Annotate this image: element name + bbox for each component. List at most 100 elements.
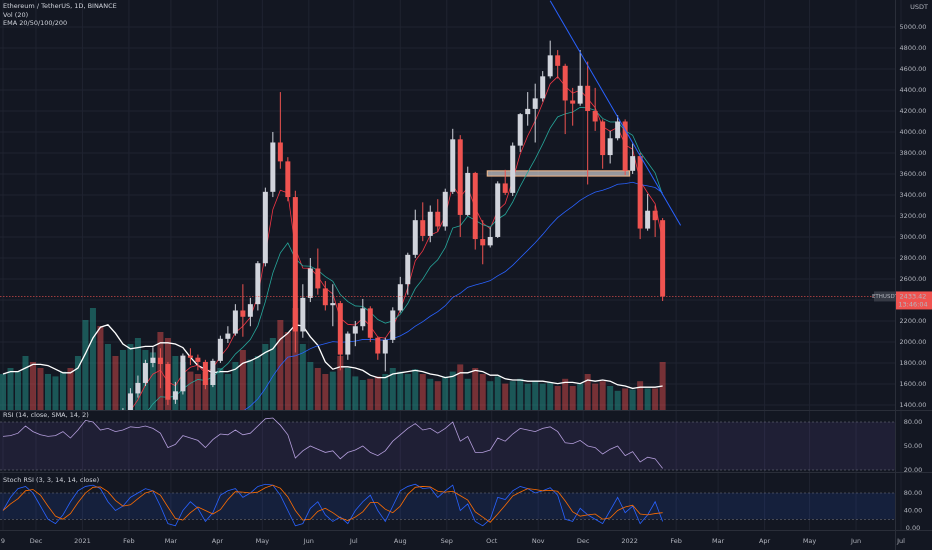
- legend-ema: EMA 20/50/100/200: [3, 19, 67, 27]
- y-tick-label: 1400.00: [900, 401, 927, 409]
- y-tick-label: 2800.00: [900, 254, 927, 262]
- volume-bar: [479, 374, 486, 410]
- volume-bar: [284, 332, 291, 410]
- y-tick-label: 4600.00: [900, 65, 927, 73]
- indicator-band: [0, 492, 895, 520]
- candle-body: [637, 156, 643, 229]
- candle-body: [247, 304, 253, 317]
- volume-bar: [97, 326, 104, 410]
- candle-body: [660, 220, 666, 297]
- x-tick-label: Aug: [394, 537, 407, 545]
- volume-bar: [127, 344, 134, 410]
- x-tick-label: Nov: [532, 537, 545, 545]
- candle-body: [367, 308, 373, 338]
- x-tick-label: Oct: [486, 537, 498, 545]
- candle-body: [337, 303, 343, 355]
- x-tick-label: Jun: [850, 537, 861, 545]
- volume-bar: [599, 381, 606, 410]
- x-tick-label: 9: [1, 537, 5, 545]
- candle-body: [457, 139, 463, 215]
- volume-bar: [614, 390, 621, 410]
- candle-body: [592, 110, 598, 122]
- y-tick-label: 4000.00: [900, 128, 927, 136]
- candle-body: [210, 360, 216, 386]
- volume-bar: [67, 368, 74, 410]
- candle-body: [405, 254, 411, 285]
- volume-bar: [37, 368, 44, 410]
- candle-body: [502, 183, 508, 193]
- candle-body: [307, 268, 313, 298]
- volume-bar: [292, 308, 299, 410]
- last-price-label: 2433.42: [900, 292, 927, 300]
- volume-bar: [7, 368, 14, 410]
- candle-body: [420, 220, 426, 236]
- x-tick-label: Feb: [670, 537, 682, 545]
- volume-bar: [592, 383, 599, 410]
- volume-bar: [472, 368, 479, 410]
- candle-body: [480, 239, 486, 246]
- x-tick-label: Apr: [759, 537, 771, 545]
- x-tick-label: Dec: [30, 537, 43, 545]
- y-tick-label: 4400.00: [900, 86, 927, 94]
- volume-bar: [269, 338, 276, 410]
- candle-body: [525, 108, 531, 115]
- candle-body: [517, 114, 523, 146]
- volume-bar: [209, 374, 216, 410]
- candle-body: [142, 362, 148, 383]
- volume-bar: [367, 378, 374, 410]
- candle-body: [645, 210, 651, 229]
- volume-bar: [44, 374, 51, 410]
- grid: [0, 0, 902, 530]
- indicator-line: [2, 417, 663, 469]
- volume-bar: [344, 368, 351, 410]
- candle-body: [375, 337, 381, 354]
- y-tick-label: 3200.00: [900, 212, 927, 220]
- candle-body: [495, 183, 501, 237]
- volume-bar: [412, 369, 419, 410]
- y-tick-label: 2000.00: [900, 338, 927, 346]
- volume-bar: [442, 376, 449, 410]
- volume-bar: [104, 344, 111, 410]
- volume-bar: [502, 383, 509, 410]
- candle-body: [157, 357, 163, 365]
- volume-bar: [89, 308, 96, 410]
- candle-body: [255, 263, 261, 305]
- candle-body: [577, 85, 583, 104]
- stoch-pane: [0, 483, 895, 527]
- y-tick-label: 3400.00: [900, 191, 927, 199]
- volume-bar: [532, 381, 539, 410]
- candle-body: [315, 268, 321, 289]
- axes: 9 Dec 2021 Feb Mar Apr May Jun Jul Aug Sep Oct Nov De…: [1, 23, 932, 545]
- candle-body: [232, 310, 238, 334]
- candle-body: [382, 339, 388, 354]
- y-tick-label: 5000.00: [900, 23, 927, 31]
- price-pane: [0, 0, 895, 410]
- candle-body: [555, 55, 561, 66]
- volume-bar: [652, 388, 659, 410]
- candle-body: [262, 191, 268, 264]
- volume-bar: [202, 371, 209, 410]
- volume-ma-line: [2, 324, 663, 390]
- ema-line: [244, 181, 663, 410]
- candle-body: [345, 333, 351, 355]
- candle-body: [270, 142, 276, 192]
- volume-bar: [359, 380, 366, 410]
- resistance-zone: [486, 170, 631, 177]
- volume-bar: [607, 386, 614, 410]
- y-tick-label: 40.00: [904, 506, 923, 514]
- volume-bar: [74, 356, 81, 410]
- stoch-title: Stoch RSI (3, 3, 14, 14, close): [3, 476, 99, 484]
- countdown-label: 13:46:04: [898, 300, 927, 308]
- volume-bar: [307, 362, 314, 410]
- x-tick-label: Dec: [577, 537, 590, 545]
- x-tick-label: Jun: [303, 537, 314, 545]
- volume-bar: [52, 376, 59, 410]
- volume-bar: [449, 371, 456, 410]
- candle-body: [180, 355, 186, 392]
- candle-body: [300, 297, 306, 332]
- candle-body: [412, 220, 418, 255]
- candle-body: [172, 391, 178, 400]
- candle-body: [427, 211, 433, 236]
- candle-body: [217, 338, 223, 361]
